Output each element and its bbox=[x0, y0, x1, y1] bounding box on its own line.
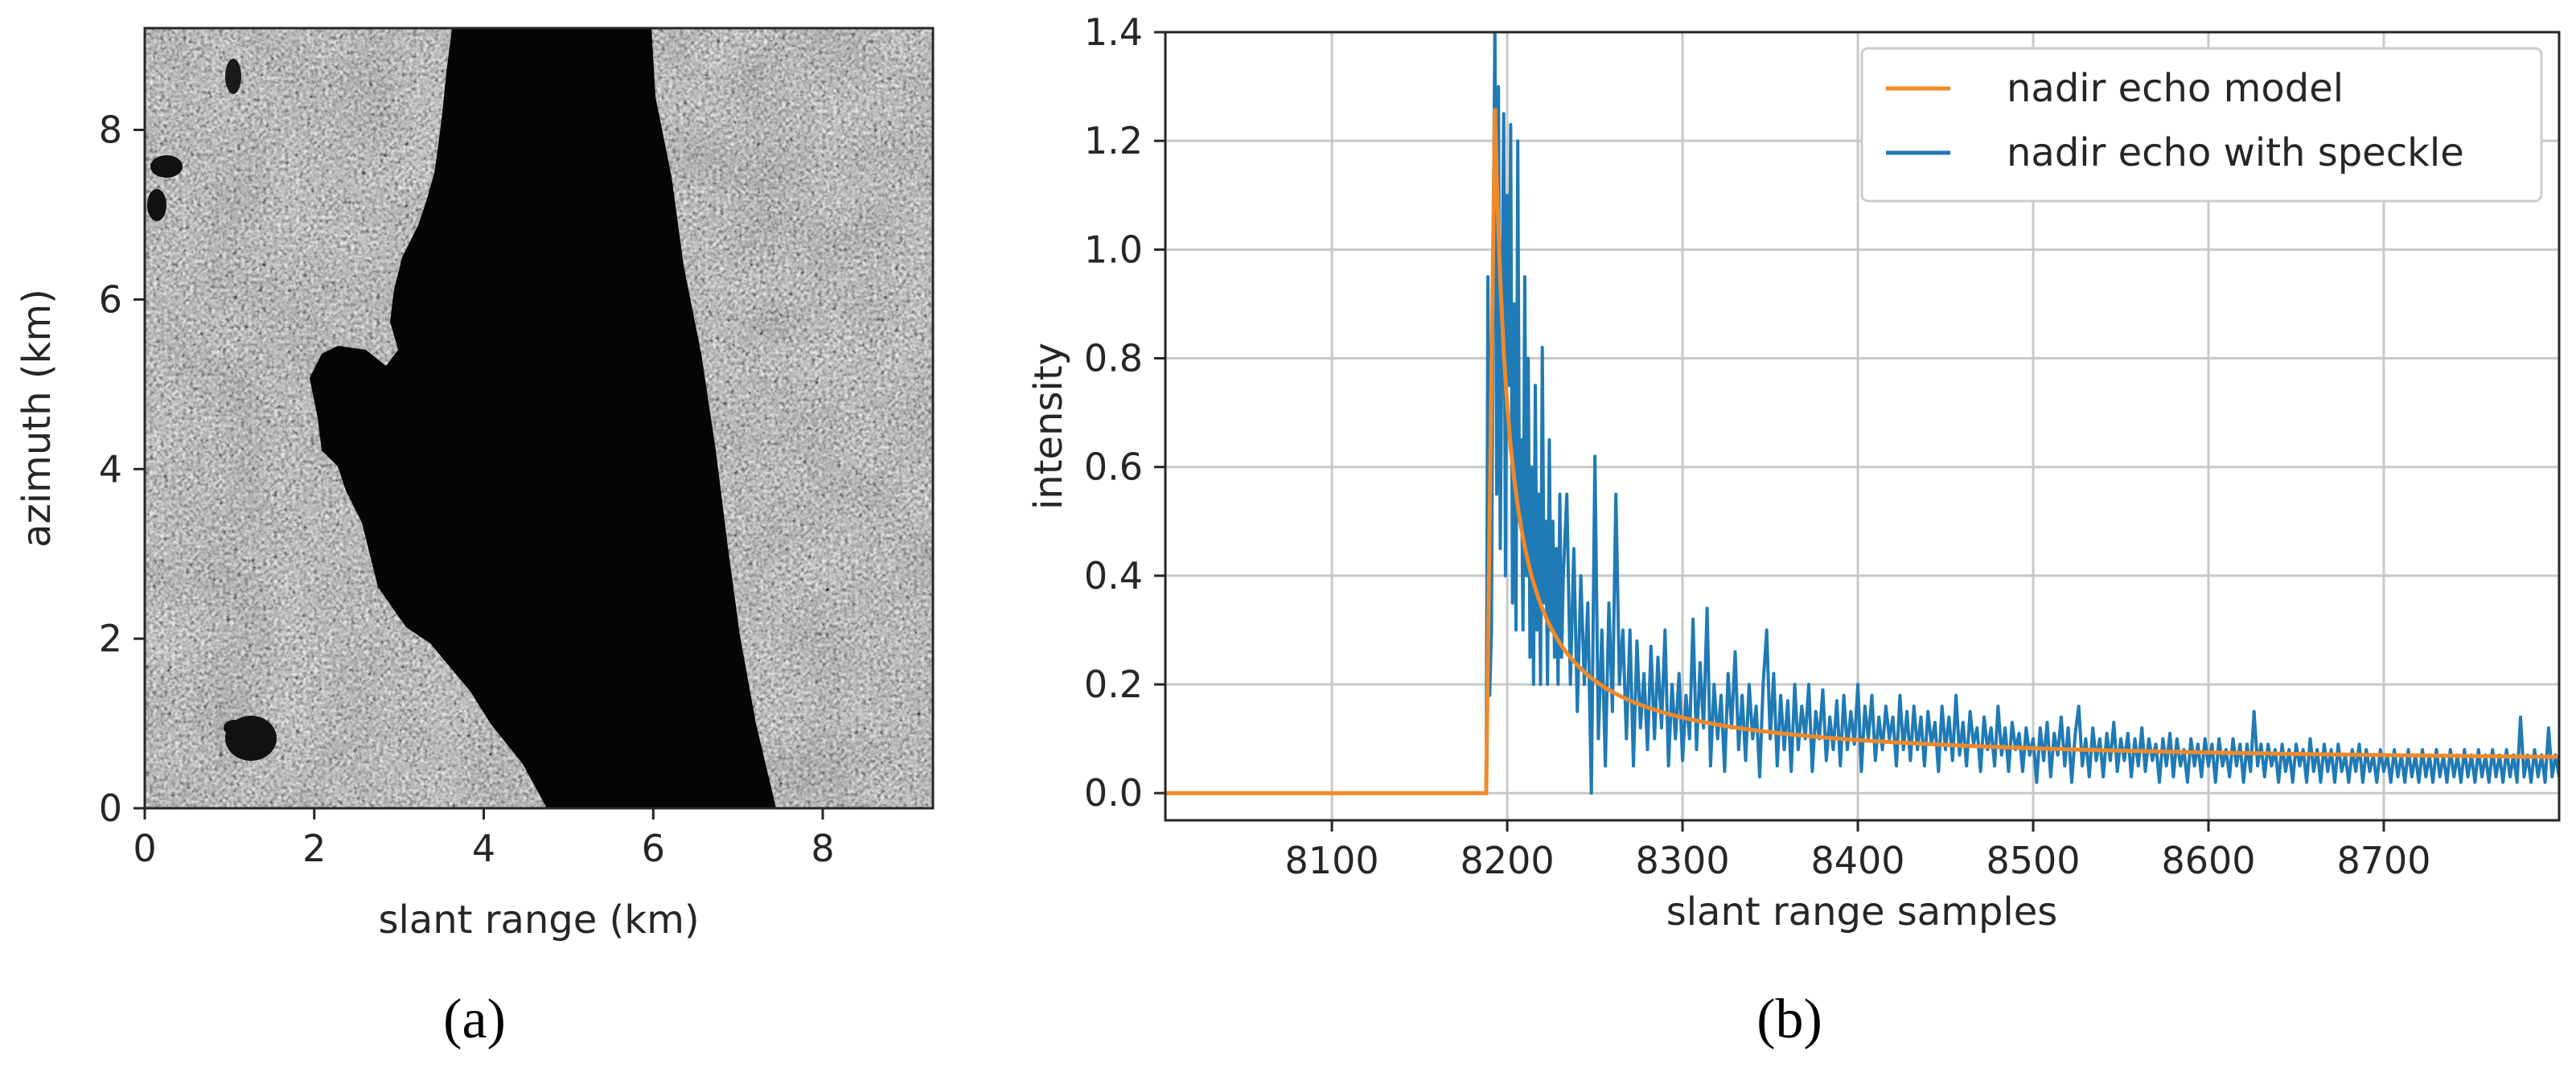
x-tick-label: 8100 bbox=[1285, 839, 1379, 882]
pond bbox=[147, 189, 166, 221]
y-tick-label: 1.4 bbox=[1084, 10, 1143, 54]
panel-b-axes: 8100 8200 8300 8400 8500 8600 8700 0.0 0.2 0.4 0.6… bbox=[1084, 10, 2431, 882]
sar-image bbox=[145, 28, 933, 808]
y-tick-label: 8 bbox=[99, 109, 122, 152]
y-tick-label: 0.2 bbox=[1084, 663, 1143, 706]
legend-label-speckle: nadir echo with speckle bbox=[2007, 130, 2464, 175]
x-tick-label: 2 bbox=[302, 827, 326, 870]
x-tick-label: 4 bbox=[472, 827, 495, 870]
y-tick-label: 0.8 bbox=[1084, 337, 1143, 380]
panel-a-frame bbox=[143, 27, 935, 810]
x-tick-label: 6 bbox=[642, 827, 665, 870]
series-model-line bbox=[1165, 108, 2559, 795]
legend-label-model: nadir echo model bbox=[2007, 66, 2344, 111]
lake-water bbox=[310, 28, 776, 808]
pond bbox=[225, 59, 241, 94]
x-tick-label: 8500 bbox=[1986, 839, 2080, 882]
pond bbox=[150, 155, 183, 178]
panel-b-label: (b) bbox=[1756, 988, 1822, 1050]
panel-b-xlabel: slant range samples bbox=[1666, 889, 2058, 934]
y-tick-label: 6 bbox=[99, 277, 122, 321]
panel-b-frame bbox=[1164, 31, 2561, 822]
panel-b-ylabel: intensity bbox=[1026, 343, 1071, 510]
y-tick-label: 1.0 bbox=[1084, 228, 1143, 271]
y-tick-label: 1.2 bbox=[1084, 119, 1143, 162]
legend-box bbox=[1860, 47, 2543, 203]
panel-a-xlabel: slant range (km) bbox=[378, 898, 699, 943]
panel-b-line-chart: 8100 8200 8300 8400 8500 8600 8700 0.0 0.2 0.4 0.6… bbox=[1026, 10, 2561, 1050]
y-tick-label: 0.4 bbox=[1084, 554, 1143, 598]
legend: nadir echo model nadir echo with speckle bbox=[1860, 47, 2543, 203]
panel-a-label: (a) bbox=[443, 988, 506, 1050]
y-tick-label: 0 bbox=[99, 787, 122, 830]
panel-a-axes: 0 2 4 6 8 0 2 4 6 8 bbox=[99, 109, 835, 870]
panel-a-ylabel: azimuth (km) bbox=[14, 289, 60, 548]
y-tick-label: 4 bbox=[99, 447, 122, 491]
x-tick-label: 8300 bbox=[1636, 839, 1730, 882]
pond bbox=[224, 720, 246, 736]
y-tick-label: 0.6 bbox=[1084, 446, 1143, 489]
x-tick-label: 0 bbox=[133, 827, 156, 870]
x-tick-label: 8400 bbox=[1811, 839, 1905, 882]
panel-a-sar-image: 0 2 4 6 8 0 2 4 6 8 slant range (km) azimuth (km)… bbox=[14, 27, 935, 1050]
x-tick-label: 8200 bbox=[1461, 839, 1555, 882]
x-tick-label: 8700 bbox=[2336, 839, 2430, 882]
x-tick-label: 8 bbox=[811, 827, 834, 870]
x-tick-label: 8600 bbox=[2161, 839, 2255, 882]
y-tick-label: 2 bbox=[99, 617, 122, 660]
y-tick-label: 0.0 bbox=[1084, 771, 1143, 815]
